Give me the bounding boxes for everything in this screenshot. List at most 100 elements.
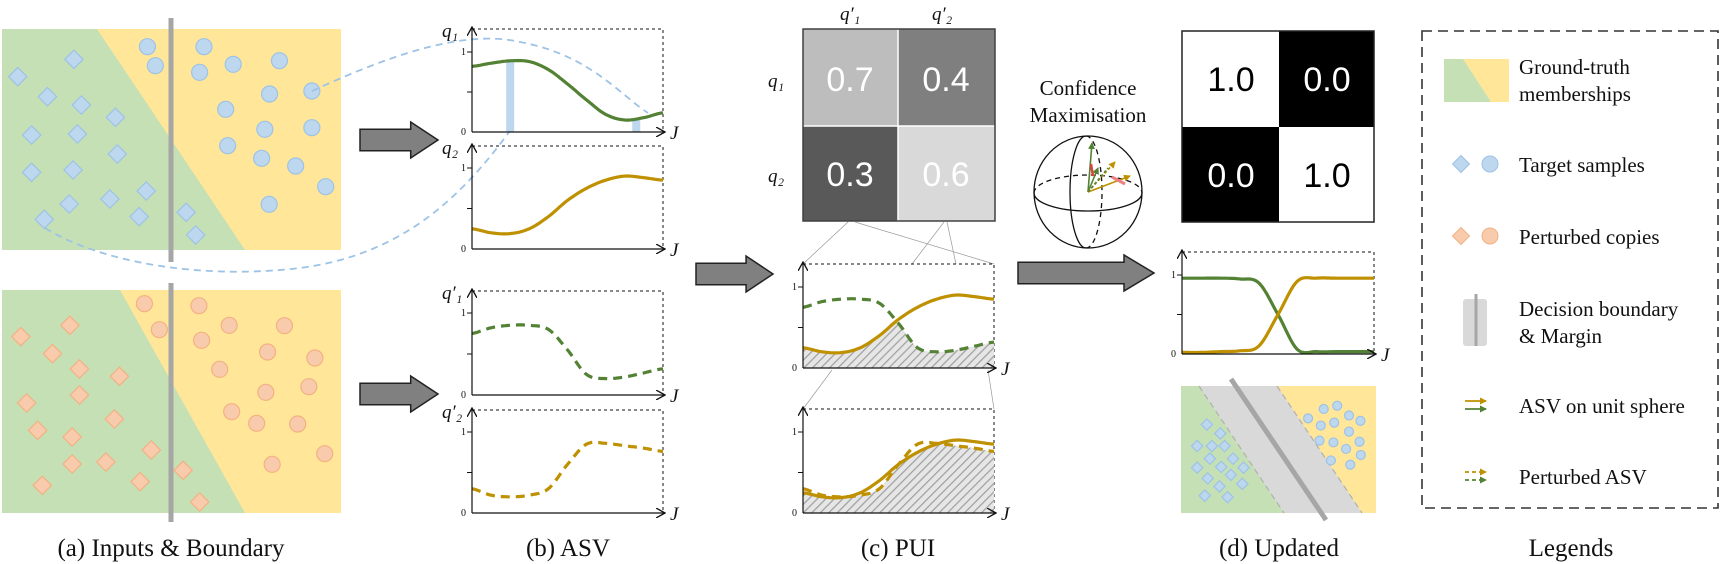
circle-sample xyxy=(1343,426,1355,437)
tick-label: 1 xyxy=(792,282,797,293)
matrix-cell xyxy=(1182,127,1279,222)
circle-sample xyxy=(219,137,237,155)
circle-sample xyxy=(190,297,208,315)
diamond-sample xyxy=(67,123,88,145)
diamond-sample xyxy=(1237,461,1251,475)
legend-label: Ground-truth xyxy=(1519,55,1630,79)
legend-target-samples: Target samples xyxy=(1451,153,1645,177)
plot-frame xyxy=(472,290,664,395)
circle-sample xyxy=(1332,400,1343,411)
matrix-value: 1.0 xyxy=(1207,61,1254,99)
col-label: q′₁ xyxy=(840,4,860,25)
diamond-sample xyxy=(1200,417,1214,431)
diamond-sample xyxy=(1218,439,1232,453)
diamond-sample xyxy=(1214,460,1228,474)
diamond-sample xyxy=(16,392,37,414)
pui-plot-positive: 1 0 J xyxy=(792,407,1011,525)
circle-sample xyxy=(287,157,305,175)
plot-frame xyxy=(472,409,664,513)
circle-sample xyxy=(223,403,241,421)
mapping-dashed-curve xyxy=(311,37,649,114)
green-region xyxy=(2,29,245,250)
circle-sample xyxy=(193,331,211,349)
tick-label: 0 xyxy=(1171,349,1176,360)
circle-sample xyxy=(224,55,242,73)
caption-d: (d) Updated xyxy=(1219,535,1340,562)
circle-sample xyxy=(150,321,168,339)
updated-q2-curve xyxy=(1182,276,1374,355)
overlap-hatched-area xyxy=(803,443,994,513)
tick-label: 1 xyxy=(461,47,466,58)
circle-icon xyxy=(1481,227,1499,245)
diamond-sample xyxy=(62,426,83,448)
circle-sample xyxy=(195,38,213,56)
circle-sample xyxy=(1328,437,1339,448)
circle-sample xyxy=(275,317,294,335)
diamond-sample xyxy=(59,315,80,336)
tick-label: 0 xyxy=(792,508,797,519)
overlap-hatched-area xyxy=(803,321,994,368)
circle-sample xyxy=(1355,415,1366,426)
legend-label: Perturbed copies xyxy=(1519,225,1660,249)
diamond-sample xyxy=(69,358,90,380)
perturbed-q2-curve xyxy=(802,440,995,499)
diamond-sample xyxy=(189,491,210,513)
caption-b: (b) ASV xyxy=(526,535,610,562)
circle-sample xyxy=(253,149,271,167)
diamond-sample xyxy=(42,343,63,364)
tick-label: 1 xyxy=(461,308,466,319)
matrix-cell xyxy=(1279,127,1374,222)
matrix-value: 0.3 xyxy=(826,156,873,194)
diamond-sample xyxy=(1221,490,1235,504)
diamond-sample xyxy=(1205,439,1219,453)
circle-sample xyxy=(1315,420,1326,431)
circle-sample xyxy=(270,52,289,70)
diamond-sample xyxy=(1224,468,1238,482)
legend-box xyxy=(1421,30,1719,509)
y-axis-label: q₂ xyxy=(442,138,459,159)
diamond-sample xyxy=(185,224,206,246)
circle-sample xyxy=(257,383,275,401)
circle-sample xyxy=(316,445,334,463)
zoom-guide-lines xyxy=(802,221,995,410)
diamond-icon xyxy=(1451,154,1471,174)
diamond-sample xyxy=(1203,452,1217,466)
circle-sample xyxy=(256,120,274,138)
diamond-sample xyxy=(1235,477,1249,491)
diamond-sample xyxy=(141,439,162,461)
circle-sample xyxy=(135,295,154,313)
diamond-sample xyxy=(59,193,80,215)
caption-c: (c) PUI xyxy=(861,535,935,562)
highlight-bar xyxy=(632,119,641,132)
diamond-sample xyxy=(136,180,157,202)
tick-label: 1 xyxy=(461,163,466,174)
perturbed-q2-curve xyxy=(471,440,664,499)
matrix-value: 1.0 xyxy=(1303,157,1350,195)
row-label: q₂ xyxy=(768,166,785,187)
matrix-cell xyxy=(803,29,898,126)
circle-sample xyxy=(1318,403,1329,415)
circle-sample xyxy=(260,195,278,213)
diamond-sample xyxy=(173,460,194,481)
pui-plot-negative: 1 0 J xyxy=(792,262,1011,380)
y-axis-label: q′₂ xyxy=(442,402,463,423)
perturbed-q1-curve xyxy=(471,323,664,381)
plot-frame xyxy=(803,263,995,368)
diamond-sample xyxy=(107,143,128,165)
circle-sample xyxy=(220,316,238,334)
circle-sample xyxy=(217,100,235,118)
legend-label: Decision boundary xyxy=(1519,297,1679,321)
diamond-sample xyxy=(176,202,197,223)
circle-sample xyxy=(317,178,335,196)
diamond-icon xyxy=(1451,226,1471,246)
matrix-cell xyxy=(898,126,995,221)
circle-sample xyxy=(306,349,324,367)
circle-sample xyxy=(138,38,157,56)
circle-sample xyxy=(248,414,266,432)
circle-icon xyxy=(1481,155,1499,173)
target-q1-curve xyxy=(471,58,664,122)
diamond-sample xyxy=(129,206,150,227)
caption-a: (a) Inputs & Boundary xyxy=(57,535,285,562)
circle-sample xyxy=(1354,436,1365,447)
